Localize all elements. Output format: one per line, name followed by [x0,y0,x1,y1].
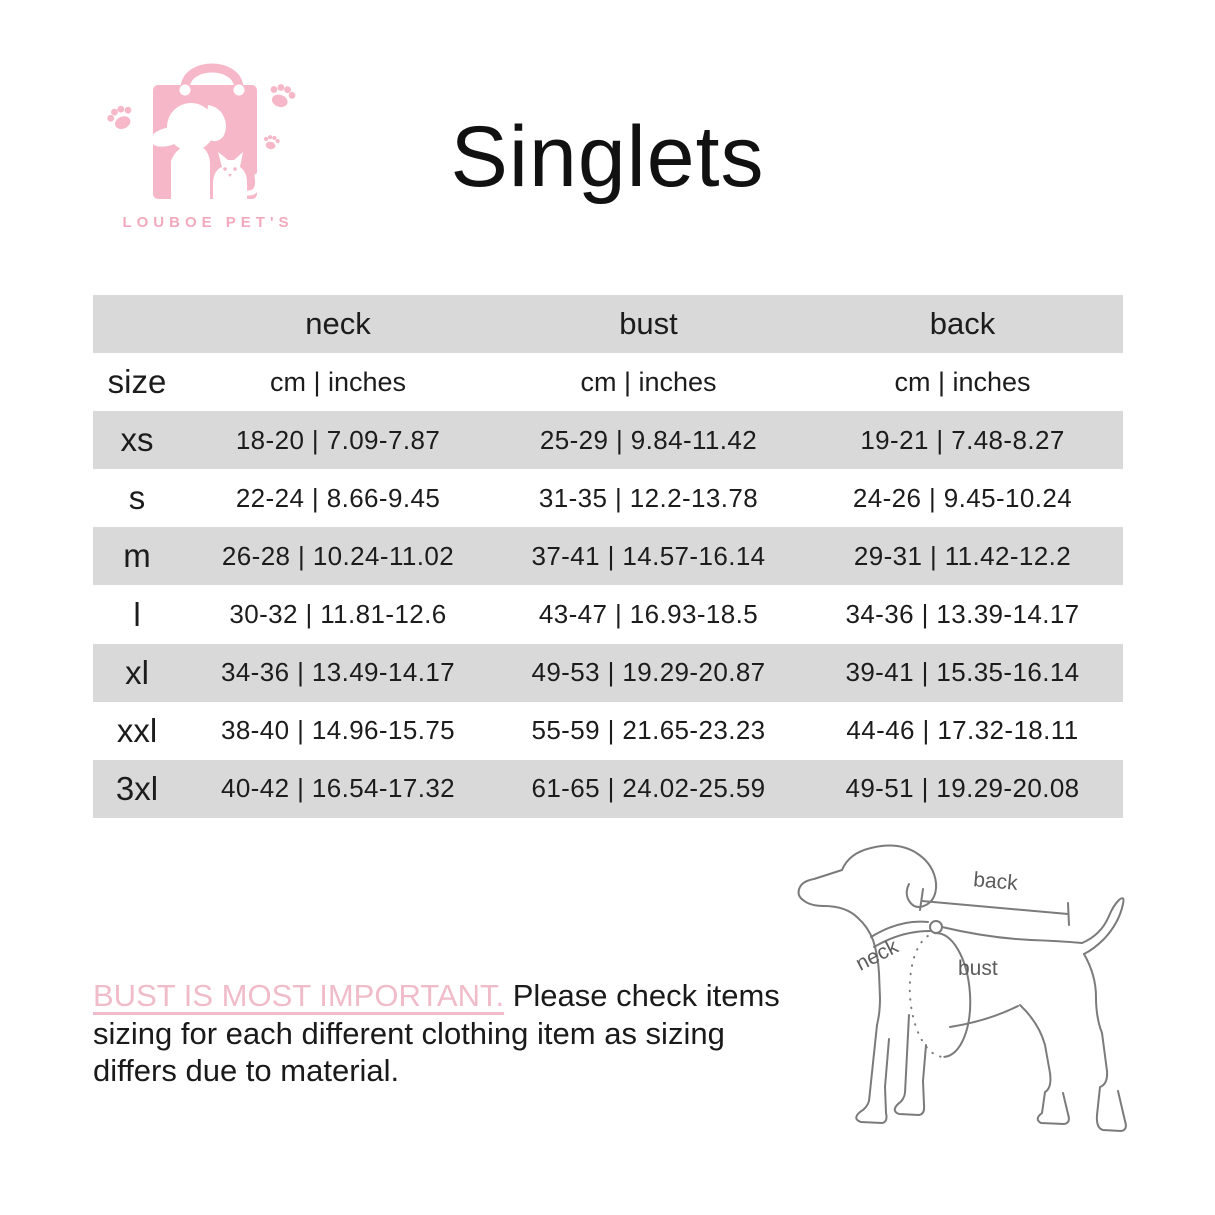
diagram-label-bust: bust [958,957,998,980]
note-body: Please check items sizing for each diffe… [93,978,780,1088]
row-s: s 22-24 | 8.66-9.45 31-35 | 12.2-13.78 2… [93,469,1123,527]
cell-size: s [128,479,146,517]
cell-size: xl [125,653,149,691]
dog-front-leg-far [893,1014,927,1116]
shopping-bag-pets-icon [107,63,296,199]
cell-size: xs [120,421,154,459]
cell-back: 34-36 | 13.39-14.17 [845,599,1080,630]
paw-print-icon [270,84,296,108]
column-header-back: back [929,306,996,342]
dog-front-leg [855,1024,890,1124]
row-3xl: 3xl 40-42 | 16.54-17.32 61-65 | 24.02-25… [93,759,1123,818]
cell-neck: 38-40 | 14.96-15.75 [220,715,456,746]
brand-logo: LOUBOE PET'S [93,57,323,231]
brand-name: LOUBOE PET'S [122,214,294,231]
cell-neck: 22-24 | 8.66-9.45 [235,482,441,513]
cell-size: l [133,595,141,633]
cell-neck: 40-42 | 16.54-17.32 [220,773,456,804]
cell-back: 49-51 | 19.29-20.08 [845,773,1080,804]
cell-back: 39-41 | 15.35-16.14 [845,657,1080,688]
cell-bust: 31-35 | 12.2-13.78 [538,482,759,513]
cell-bust: 43-47 | 16.93-18.5 [538,599,759,630]
dog-chest-outline [802,899,881,1026]
unit-label: cm | inches [269,366,407,397]
dog-head-outline [797,844,938,908]
cell-size: m [123,537,151,575]
cell-neck: 34-36 | 13.49-14.17 [220,657,456,688]
dog-belly-line [949,1005,1019,1028]
size-chart-table: neck bust back size cm | inches cm | inc… [93,295,1123,818]
cell-bust: 55-59 | 21.65-23.23 [531,715,766,746]
dog-tail [1081,897,1125,955]
cat-silhouette-icon [213,152,260,199]
back-measure-line [919,888,1070,926]
cell-bust: 49-53 | 19.29-20.87 [531,657,766,688]
row-l: l 30-32 | 11.81-12.6 43-47 | 16.93-18.5 … [93,585,1123,643]
cell-size: 3xl [115,769,159,807]
row-xxl: xxl 38-40 | 14.96-15.75 55-59 | 21.65-23… [93,702,1123,760]
diagram-label-neck: neck [852,935,902,976]
column-header-row: neck bust back [93,295,1123,354]
page-title: Singlets [450,109,765,205]
units-row: size cm | inches cm | inches cm | inches [93,353,1123,411]
row-xl: xl 34-36 | 13.49-14.17 49-53 | 19.29-20.… [93,643,1123,702]
dog-collar [870,920,929,938]
cell-bust: 37-41 | 14.57-16.14 [531,540,766,571]
dog-hind-leg [1019,1004,1070,1125]
column-header-neck: neck [305,306,371,342]
cell-neck: 18-20 | 7.09-7.87 [235,424,441,455]
cell-back: 24-26 | 9.45-10.24 [852,482,1073,513]
dog-hind-leg-far [1083,953,1127,1132]
dog-measurement-diagram: back neck bust [797,844,1127,1132]
column-header-bust: bust [619,306,678,342]
dog-back-line [941,926,1083,944]
sizing-note: BUST IS MOST IMPORTANT. Please check ite… [93,977,793,1090]
diagram-label-back: back [972,868,1019,895]
row-xs: xs 18-20 | 7.09-7.87 25-29 | 9.84-11.42 … [93,411,1123,470]
cell-neck: 30-32 | 11.81-12.6 [229,599,447,630]
dog-silhouette-icon [150,103,226,199]
cell-back: 44-46 | 17.32-18.11 [846,715,1079,746]
unit-label: cm | inches [894,366,1031,397]
paw-print-icon [107,105,132,130]
cell-size: xxl [116,711,158,749]
corner-blank [93,295,181,353]
bag-handle [180,63,244,90]
cell-neck: 26-28 | 10.24-11.02 [221,540,455,571]
unit-label: cm | inches [580,366,717,397]
note-highlight: BUST IS MOST IMPORTANT. [93,978,505,1013]
cell-bust: 25-29 | 9.84-11.42 [539,424,758,455]
size-column-label: size [107,363,167,401]
cell-back: 29-31 | 11.42-12.2 [853,540,1072,571]
row-m: m 26-28 | 10.24-11.02 37-41 | 14.57-16.1… [93,527,1123,586]
cell-bust: 61-65 | 24.02-25.59 [531,773,766,804]
paw-print-icon [263,135,280,150]
bust-girth-ellipse [908,932,972,1058]
cell-back: 19-21 | 7.48-8.27 [860,424,1065,455]
